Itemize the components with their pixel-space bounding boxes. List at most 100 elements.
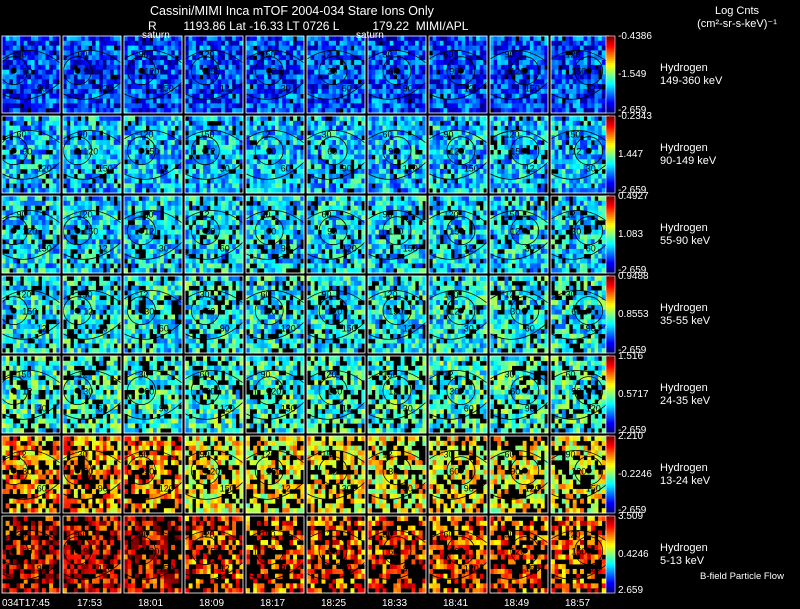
pixel-cell	[70, 173, 75, 179]
colorbar-segment	[606, 93, 615, 97]
pixel-cell	[31, 140, 35, 146]
pixel-cell	[271, 55, 276, 61]
pixel-cell	[450, 164, 455, 170]
pixel-cell	[246, 64, 250, 70]
pixel-cell	[142, 140, 147, 146]
pixel-cell	[131, 108, 136, 114]
pixel-cell	[56, 69, 61, 75]
pixel-cell	[339, 88, 344, 95]
pixel-cell	[63, 84, 67, 90]
pixel-cell	[138, 55, 143, 61]
colorbar-segment	[606, 43, 615, 47]
pixel-cell	[587, 178, 592, 184]
pixel-cell	[106, 98, 111, 104]
pixel-cell	[479, 79, 484, 85]
pixel-cell	[580, 125, 584, 131]
pixel-cell	[178, 93, 183, 99]
pixel-cell	[293, 130, 298, 136]
pixel-cell	[221, 64, 226, 70]
pixel-cell	[594, 183, 599, 189]
pixel-cell	[432, 154, 437, 160]
pixel-cell	[124, 116, 128, 122]
pixel-cell	[378, 154, 383, 160]
pixel-cell	[195, 93, 200, 99]
pixel-cell	[443, 168, 448, 175]
pixel-cell	[142, 79, 147, 85]
pixel-cell	[195, 60, 200, 66]
pixel-cell	[500, 120, 505, 126]
contour-ring	[190, 56, 220, 86]
pixel-cell	[142, 178, 147, 184]
pixel-cell	[432, 168, 437, 175]
contour-label: 12	[266, 67, 276, 77]
pixel-cell	[27, 159, 32, 165]
pixel-cell	[540, 116, 545, 122]
pixel-cell	[404, 69, 409, 75]
pixel-cell	[45, 154, 50, 160]
pixel-cell	[368, 149, 372, 155]
pixel-cell	[544, 108, 549, 114]
pixel-cell	[95, 178, 100, 184]
pixel-cell	[34, 88, 39, 95]
pixel-cell	[587, 135, 592, 141]
pixel-cell	[447, 84, 452, 90]
pixel-cell	[192, 45, 197, 51]
pixel-cell	[357, 69, 362, 75]
pixel-cell	[160, 108, 165, 114]
pixel-cell	[16, 125, 21, 131]
pixel-cell	[41, 93, 46, 99]
pixel-cell	[52, 79, 57, 85]
pixel-cell	[70, 120, 75, 126]
pixel-cell	[375, 55, 380, 61]
colorbar-segment	[606, 107, 615, 110]
pixel-cell	[81, 103, 86, 109]
pixel-cell	[145, 36, 150, 42]
contour-line	[550, 81, 610, 100]
pixel-cell	[558, 183, 563, 189]
pixel-cell	[113, 135, 118, 141]
pixel-cell	[5, 88, 10, 95]
pixel-cell	[275, 69, 279, 75]
pixel-cell	[296, 173, 301, 179]
pixel-cell	[407, 93, 412, 99]
pixel-cell	[153, 130, 157, 136]
pixel-cell	[267, 55, 272, 61]
pixel-cell	[354, 55, 359, 61]
pixel-cell	[77, 154, 82, 160]
pixel-cell	[397, 79, 401, 85]
pixel-cell	[350, 84, 355, 90]
pixel-cell	[515, 173, 520, 179]
pixel-cell	[45, 74, 50, 80]
pixel-cell	[375, 188, 380, 194]
pixel-cell	[110, 140, 115, 146]
pixel-cell	[332, 55, 337, 61]
pixel-cell	[124, 69, 128, 75]
pixel-cell	[551, 183, 555, 189]
pixel-cell	[300, 55, 305, 61]
pixel-cell	[583, 98, 588, 104]
pixel-cell	[131, 64, 136, 70]
pixel-cell	[508, 120, 513, 126]
pixel-cell	[368, 188, 372, 194]
pixel-cell	[163, 173, 168, 179]
pixel-cell	[493, 183, 498, 189]
pixel-cell	[206, 50, 211, 56]
pixel-cell	[300, 108, 305, 114]
pixel-cell	[519, 74, 523, 80]
pixel-cell	[378, 183, 383, 189]
pixel-cell	[88, 144, 93, 150]
pixel-cell	[81, 108, 86, 114]
pixel-cell	[171, 93, 176, 99]
pixel-cell	[458, 64, 462, 70]
pixel-cell	[2, 74, 6, 80]
pixel-cell	[422, 55, 427, 61]
pixel-cell	[436, 93, 441, 99]
pixel-cell	[447, 108, 452, 114]
pixel-cell	[328, 188, 333, 194]
pixel-cell	[511, 50, 516, 56]
pixel-cell	[38, 168, 43, 175]
pixel-cell	[558, 168, 563, 175]
pixel-cell	[594, 40, 599, 46]
pixel-cell	[461, 178, 466, 184]
pixel-cell	[138, 60, 143, 66]
